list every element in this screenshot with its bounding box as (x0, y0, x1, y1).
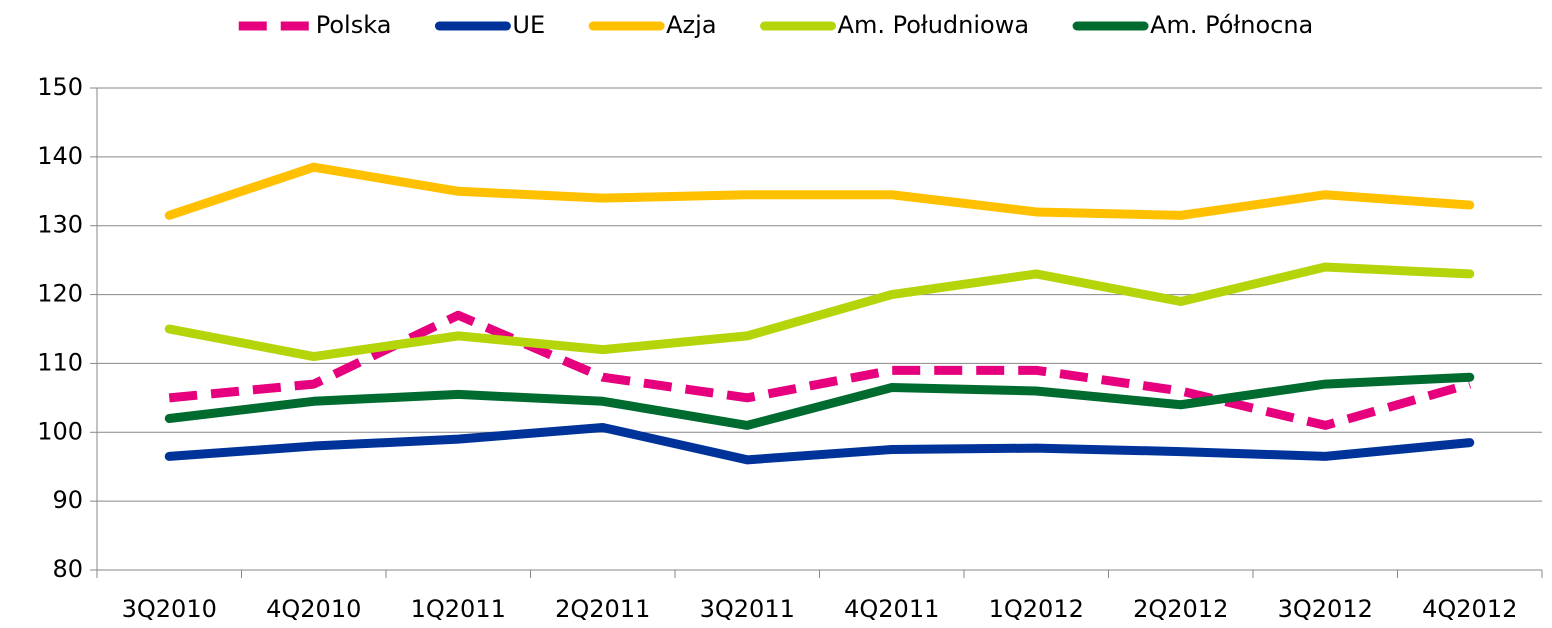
legend-label: Am. Południowa (838, 11, 1030, 39)
y-tick-label: 130 (37, 211, 83, 239)
x-tick-label: 4Q2011 (844, 595, 939, 623)
y-tick-label: 80 (52, 555, 83, 583)
x-tick-label: 1Q2012 (989, 595, 1084, 623)
series-line (164, 422, 1475, 465)
x-tick-label: 3Q2010 (122, 595, 217, 623)
legend-label: Am. Północna (1150, 11, 1313, 39)
x-tick-label: 3Q2011 (700, 595, 795, 623)
legend-label: Polska (316, 11, 392, 39)
x-tick-label: 4Q2010 (266, 595, 361, 623)
x-tick-label: 2Q2011 (555, 595, 650, 623)
x-tick-label: 2Q2012 (1133, 595, 1228, 623)
legend: Polska UE Azja Am. Południowa Am. Północna (238, 11, 1313, 39)
series-line (164, 162, 1475, 220)
x-tick-label: 1Q2011 (411, 595, 506, 623)
y-tick-label: 120 (37, 280, 83, 308)
series-line (164, 372, 1475, 430)
x-tick-label: 4Q2012 (1422, 595, 1517, 623)
y-tick-label: 110 (37, 348, 83, 376)
y-tick-label: 100 (37, 417, 83, 445)
y-tick-label: 140 (37, 142, 83, 170)
series-line (164, 262, 1475, 362)
y-tick-label: 90 (52, 486, 83, 514)
y-tick-label: 150 (37, 73, 83, 101)
x-tick-label: 3Q2012 (1278, 595, 1373, 623)
legend-label: UE (512, 11, 545, 39)
legend-label: Azja (666, 11, 716, 39)
